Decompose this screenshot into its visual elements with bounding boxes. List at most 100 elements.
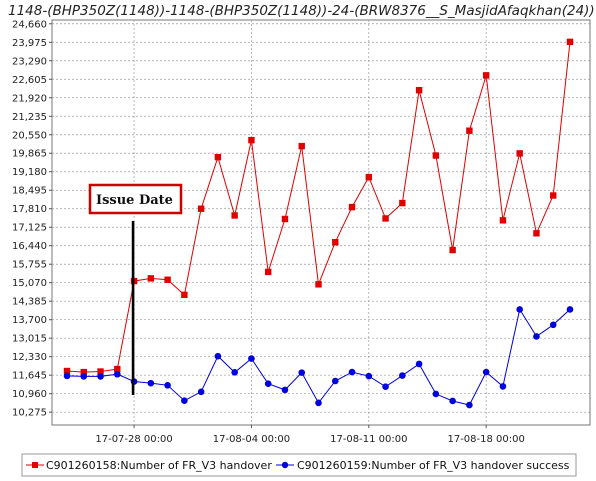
x-tick-label: 17-08-11 00:00 xyxy=(330,434,407,445)
data-point-series-2 xyxy=(348,368,356,376)
y-tick-label: 20,550 xyxy=(12,130,47,141)
data-point-series-2 xyxy=(566,306,574,313)
chart-title: 1148-(BHP350Z(1148))-1148-(BHP350Z(1148)… xyxy=(8,3,595,19)
data-point-series-1 xyxy=(516,150,523,157)
data-point-series-2 xyxy=(181,397,188,405)
data-point-series-1 xyxy=(147,275,155,282)
data-point-series-1 xyxy=(449,246,456,254)
legend-box xyxy=(21,453,577,477)
data-point-series-2 xyxy=(449,397,456,405)
data-point-series-1 xyxy=(197,205,205,212)
legend-label-series-1: C901260158:Number of FR_V3 handover xyxy=(46,459,272,472)
data-point-series-1 xyxy=(365,173,372,181)
data-point-series-1 xyxy=(114,365,121,373)
data-point-series-2 xyxy=(63,372,71,380)
y-axis-ticks: 10,275 10,960 11,645 12,330 13,015 13,700 14,3… xyxy=(12,19,52,419)
legend-label-series-2: C901260159:Number of FR_V3 handover succ… xyxy=(297,459,570,472)
data-point-series-2 xyxy=(533,333,540,340)
data-point-series-1 xyxy=(80,368,87,376)
y-tick-label: 10,275 xyxy=(12,408,47,419)
x-tick-label: 17-08-04 00:00 xyxy=(213,434,290,445)
y-tick-label: 17,125 xyxy=(12,223,47,234)
data-point-series-2 xyxy=(382,383,389,390)
data-point-series-2 xyxy=(399,372,406,379)
data-point-series-1 xyxy=(248,136,255,144)
data-point-series-1 xyxy=(348,203,356,211)
y-tick-label: 23,290 xyxy=(12,56,47,67)
data-point-series-2 xyxy=(281,386,289,394)
data-point-series-2 xyxy=(214,352,222,360)
issue-date-annotation: Issue Date xyxy=(88,183,183,395)
data-point-series-2 xyxy=(415,360,423,368)
data-point-series-1 xyxy=(415,87,423,94)
data-point-series-1 xyxy=(181,291,188,299)
x-axis-ticks: 17-07-28 00:00 17-08-04 00:00 17-08-11 00:… xyxy=(95,425,525,445)
data-point-series-2 xyxy=(80,373,88,380)
y-tick-label: 15,070 xyxy=(12,278,47,289)
y-tick-label: 23,975 xyxy=(12,38,47,49)
data-point-series-2 xyxy=(482,368,490,376)
data-point-series-1 xyxy=(332,239,339,246)
data-point-series-1 xyxy=(265,268,272,276)
data-point-series-2 xyxy=(248,355,255,362)
data-point-series-1 xyxy=(315,281,322,288)
data-point-series-1 xyxy=(214,153,222,161)
data-point-series-1 xyxy=(550,192,557,199)
data-point-series-2 xyxy=(97,373,104,380)
y-tick-label: 14,385 xyxy=(12,297,47,308)
x-tick-label: 17-07-28 00:00 xyxy=(95,434,172,445)
data-point-series-2 xyxy=(315,399,322,407)
y-tick-label: 24,660 xyxy=(12,19,47,30)
data-point-series-2 xyxy=(231,369,238,376)
data-point-series-2 xyxy=(466,401,473,409)
data-point-series-2 xyxy=(331,377,339,385)
data-point-series-2 xyxy=(114,370,121,378)
y-tick-label: 16,440 xyxy=(12,241,47,252)
data-point-series-1 xyxy=(533,230,540,237)
data-point-series-1 xyxy=(231,212,238,219)
y-tick-label: 18,495 xyxy=(12,186,47,197)
data-point-series-2 xyxy=(516,306,523,313)
legend: C901260158:Number of FR_V3 handover C901… xyxy=(21,453,577,477)
y-tick-label: 13,015 xyxy=(12,334,47,345)
data-point-series-2 xyxy=(549,321,557,329)
data-point-series-1 xyxy=(432,152,440,159)
data-point-series-1 xyxy=(482,72,490,79)
data-point-series-2 xyxy=(197,388,205,396)
y-tick-label: 13,700 xyxy=(12,315,47,326)
annotation-box xyxy=(88,183,183,215)
y-tick-label: 12,330 xyxy=(12,352,47,363)
legend-marker-series-1 xyxy=(32,462,38,468)
y-tick-label: 21,235 xyxy=(12,112,47,123)
grid xyxy=(52,20,590,425)
y-tick-label: 11,645 xyxy=(12,371,47,382)
y-tick-label: 17,810 xyxy=(12,204,47,215)
x-tick-label: 17-08-18 00:00 xyxy=(447,434,524,445)
data-point-series-2 xyxy=(147,379,155,387)
data-point-series-2 xyxy=(432,390,440,398)
data-point-series-1 xyxy=(499,217,507,224)
data-point-series-1 xyxy=(97,368,104,375)
data-point-series-1 xyxy=(164,276,171,283)
y-tick-label: 19,865 xyxy=(12,149,47,160)
data-point-series-1 xyxy=(63,367,71,375)
y-tick-label: 19,180 xyxy=(12,167,47,178)
data-point-series-2 xyxy=(365,372,373,380)
y-tick-label: 22,605 xyxy=(12,75,47,86)
series-layer xyxy=(63,38,574,409)
data-point-series-1 xyxy=(298,142,305,150)
data-point-series-2 xyxy=(499,383,507,390)
y-tick-label: 15,755 xyxy=(12,260,47,271)
y-tick-label: 10,960 xyxy=(12,389,47,400)
data-point-series-1 xyxy=(382,215,389,222)
data-point-series-2 xyxy=(298,369,306,376)
data-point-series-1 xyxy=(566,38,574,46)
data-point-series-2 xyxy=(164,382,171,389)
legend-marker-series-2 xyxy=(281,461,289,469)
data-point-series-1 xyxy=(281,215,289,223)
y-tick-label: 21,920 xyxy=(12,93,47,104)
data-point-series-1 xyxy=(466,127,473,134)
data-point-series-2 xyxy=(264,380,272,387)
